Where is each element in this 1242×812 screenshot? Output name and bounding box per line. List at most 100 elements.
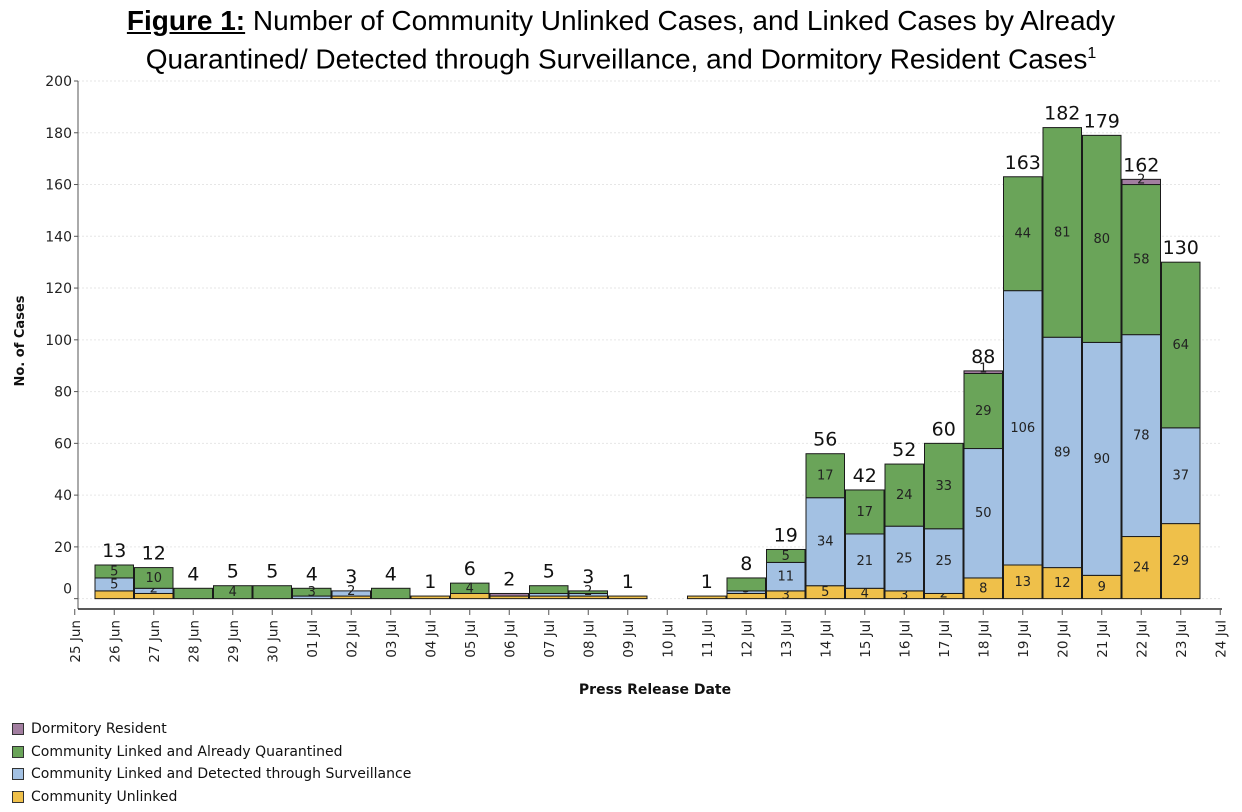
title-line-2: Quarantined/ Detected through Surveillan… — [0, 37, 1242, 75]
legend-item-surveillance: Community Linked and Detected through Su… — [12, 763, 411, 786]
bar-segment-surveillance — [1082, 341, 1122, 576]
total-label: 162 — [1123, 154, 1159, 176]
legend-label-dormitory: Dormitory Resident — [31, 721, 167, 738]
title-text-1: Number of Community Unlinked Cases, and … — [252, 5, 1116, 36]
chart-title: Figure 1: Number of Community Unlinked C… — [0, 4, 1242, 75]
y-tick-label: 100 — [45, 333, 72, 349]
bar-segment-surveillance — [805, 497, 845, 587]
segment-label-surveillance: 2 — [150, 581, 158, 596]
segment-label-quarantined: 80 — [1093, 232, 1110, 247]
segment-label-surveillance: 25 — [896, 552, 913, 567]
bar-segment-quarantined — [963, 372, 1003, 450]
segment-label-quarantined: 44 — [1014, 227, 1031, 242]
total-label: 13 — [102, 540, 126, 562]
bar-segment-quarantined — [1042, 127, 1082, 338]
segment-label-quarantined: 17 — [856, 505, 873, 520]
title-line-1: Figure 1: Number of Community Unlinked C… — [0, 4, 1242, 37]
segment-label-surveillance: 5 — [110, 577, 118, 592]
x-tick-label: 03 Jul — [384, 620, 400, 658]
bar-segment-unlinked — [608, 595, 648, 600]
total-label: 182 — [1044, 103, 1080, 125]
bar-segment-quarantined — [805, 453, 845, 499]
legend-item-unlinked: Community Unlinked — [12, 786, 411, 809]
bar-segment-surveillance — [1042, 336, 1082, 569]
total-label: 1 — [701, 571, 713, 593]
segment-label-surveillance: 34 — [817, 535, 834, 550]
y-tick-label: 180 — [45, 126, 72, 142]
segment-label-quarantined: 81 — [1054, 225, 1071, 240]
bar-segment-quarantined — [450, 582, 490, 594]
x-tick-label: 25 Jun — [68, 620, 84, 663]
legend-item-quarantined: Community Linked and Already Quarantined — [12, 741, 411, 764]
x-tick-label: 22 Jul — [1134, 620, 1150, 658]
segment-label-unlinked: 9 — [1098, 580, 1106, 595]
x-tick-label: 01 Jul — [305, 620, 321, 658]
legend-label-quarantined: Community Linked and Already Quarantined — [31, 743, 343, 760]
x-tick-label: 08 Jul — [581, 620, 597, 658]
y-tick-label: 60 — [54, 436, 72, 452]
x-tick-label: 07 Jul — [542, 620, 558, 658]
y-tick-label: 120 — [45, 281, 72, 297]
segment-label-surveillance: 78 — [1133, 429, 1150, 444]
bar-segment-quarantined — [1082, 134, 1122, 343]
segment-label-unlinked: 3 — [900, 588, 908, 603]
title-footnote-marker: 1 — [1087, 45, 1097, 62]
x-tick-label: 23 Jul — [1174, 620, 1190, 658]
segment-label-unlinked: 13 — [1014, 575, 1031, 590]
total-label: 52 — [892, 439, 916, 461]
segment-label-quarantined: 64 — [1172, 338, 1189, 353]
segment-label-surveillance: 2 — [347, 584, 355, 599]
total-label: 130 — [1163, 237, 1199, 259]
bar-segment-quarantined — [213, 585, 253, 600]
bar-segment-quarantined — [94, 564, 134, 579]
segment-label-quarantined: 10 — [145, 571, 162, 586]
x-tick-label: 06 Jul — [502, 620, 518, 658]
total-label: 42 — [853, 465, 877, 487]
bar-segment-unlinked — [1003, 564, 1043, 600]
segment-label-quarantined: 4 — [229, 585, 237, 600]
x-tick-label: 29 Jun — [226, 620, 242, 663]
bar-segment-unlinked — [1042, 567, 1082, 600]
y-tick-label: 160 — [45, 178, 72, 194]
total-label: 88 — [971, 346, 995, 368]
legend-swatch-dormitory — [12, 723, 24, 736]
x-tick-label: 16 Jul — [897, 620, 913, 658]
segment-label-quarantined: 5 — [782, 549, 790, 564]
total-label: 6 — [464, 558, 476, 580]
total-label: 3 — [345, 566, 357, 588]
total-label: 12 — [142, 543, 166, 565]
bar-segment-quarantined — [134, 567, 174, 589]
segment-label-unlinked: 29 — [1172, 554, 1189, 569]
x-tick-label: 18 Jul — [976, 620, 992, 658]
bar-segment-unlinked — [1121, 536, 1161, 600]
bar-segment-surveillance — [924, 528, 964, 594]
y-tick-label: 0 — [63, 582, 72, 598]
bar-segment-quarantined — [1121, 184, 1161, 336]
legend-swatch-unlinked — [12, 790, 24, 803]
bar-segment-unlinked — [410, 595, 450, 600]
segment-label-unlinked: 5 — [821, 585, 829, 600]
bar-segment-surveillance — [963, 448, 1003, 579]
x-axis-title: Press Release Date — [579, 682, 731, 698]
segment-label-quarantined: 17 — [817, 469, 834, 484]
bar-segment-quarantined — [845, 489, 885, 535]
bar-segment-surveillance — [331, 590, 371, 597]
y-tick-label: 20 — [54, 540, 72, 556]
x-tick-label: 09 Jul — [621, 620, 637, 658]
total-label: 1 — [424, 571, 436, 593]
bar-segment-dormitory — [489, 592, 529, 597]
segment-label-quarantined: 3 — [308, 585, 316, 600]
total-label: 60 — [932, 418, 956, 440]
bar-segment-unlinked — [687, 595, 727, 600]
bar-segment-quarantined — [1161, 261, 1201, 429]
total-label: 5 — [266, 561, 278, 583]
total-label: 163 — [1005, 152, 1041, 174]
y-tick-label: 80 — [54, 385, 72, 401]
bar-segment-quarantined — [529, 585, 569, 594]
x-tick-label: 14 Jul — [818, 620, 834, 658]
total-label: 5 — [543, 561, 555, 583]
bar-segment-quarantined — [252, 585, 292, 600]
x-tick-label: 19 Jul — [1016, 620, 1032, 658]
y-tick-label: 200 — [45, 74, 72, 90]
segment-label-quarantined: 29 — [975, 404, 992, 419]
